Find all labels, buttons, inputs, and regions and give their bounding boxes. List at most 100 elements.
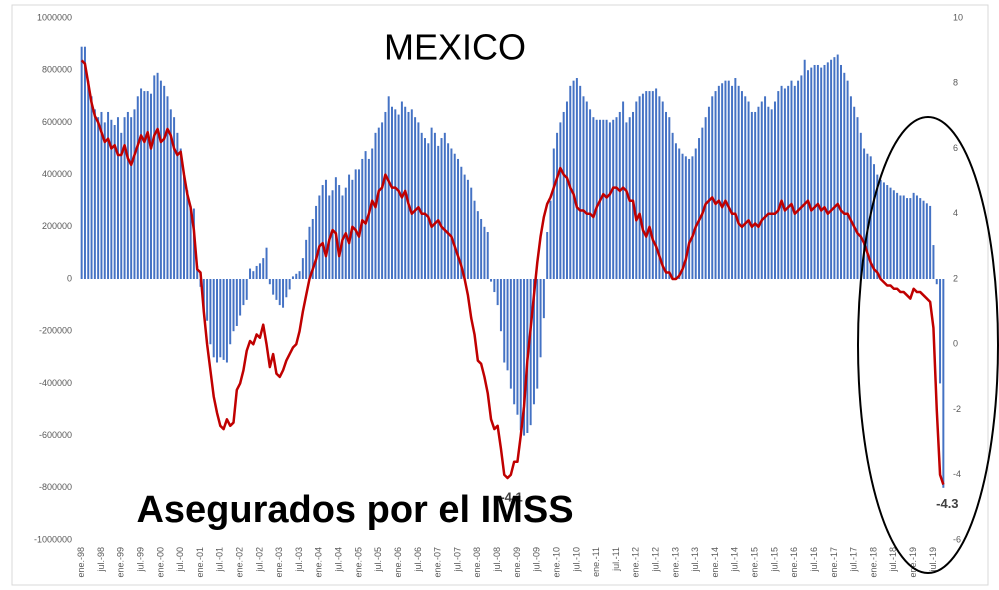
- x-tick-label: ene.-09: [512, 547, 522, 578]
- x-tick-label: jul.-11: [611, 547, 621, 572]
- bar: [384, 111, 387, 280]
- bar: [714, 91, 717, 279]
- bar: [684, 156, 687, 279]
- bar: [556, 132, 559, 279]
- bar: [235, 279, 238, 326]
- bar: [116, 117, 119, 280]
- bar: [882, 182, 885, 279]
- x-tick-label: ene.-01: [195, 547, 205, 578]
- bar: [239, 279, 242, 316]
- x-tick-label: ene.-04: [314, 547, 324, 578]
- bar: [701, 127, 704, 280]
- x-tick-label: jul.-06: [413, 547, 423, 573]
- x-tick-label: ene.-16: [789, 547, 799, 578]
- bar: [229, 279, 232, 345]
- bar: [579, 85, 582, 279]
- bar: [136, 96, 139, 279]
- bar: [437, 145, 440, 279]
- bar: [159, 80, 162, 279]
- x-tick-label: jul.-04: [334, 547, 344, 573]
- bar: [457, 158, 460, 279]
- bar: [856, 117, 859, 280]
- bar: [480, 218, 483, 279]
- bar: [777, 91, 780, 279]
- bar: [143, 91, 146, 279]
- bar: [836, 54, 839, 279]
- bar: [153, 75, 156, 279]
- bar: [166, 96, 169, 279]
- bar: [655, 88, 658, 279]
- bar: [394, 109, 397, 279]
- bar: [387, 96, 390, 279]
- bar: [582, 96, 585, 279]
- bar: [902, 195, 905, 279]
- bar: [585, 101, 588, 280]
- bar: [929, 205, 932, 279]
- y-tick-label: 600000: [42, 117, 72, 127]
- bar: [651, 91, 654, 279]
- bar: [90, 96, 93, 279]
- bar: [889, 187, 892, 279]
- bar: [176, 132, 179, 279]
- bar: [876, 174, 879, 279]
- bar: [886, 185, 889, 279]
- bar: [196, 265, 199, 279]
- y-tick-label: -200000: [39, 326, 72, 336]
- y2-tick-label: -2: [953, 404, 961, 414]
- bar: [298, 271, 301, 279]
- x-tick-label: jul.-17: [849, 547, 859, 573]
- bar: [919, 198, 922, 279]
- bar: [612, 119, 615, 279]
- bar: [615, 117, 618, 280]
- bar: [608, 122, 611, 280]
- y2-tick-label: 8: [953, 78, 958, 88]
- bar: [291, 276, 294, 279]
- bar: [797, 80, 800, 279]
- bar: [641, 93, 644, 279]
- bar: [354, 169, 357, 279]
- bar: [414, 117, 417, 280]
- bar: [942, 279, 945, 488]
- bar: [740, 91, 743, 279]
- bar: [559, 122, 562, 280]
- bar: [430, 127, 433, 280]
- bar: [727, 80, 730, 279]
- bar: [519, 279, 522, 431]
- bar: [262, 258, 265, 279]
- x-tick-label: ene.-98: [76, 547, 86, 578]
- bar: [371, 148, 374, 279]
- bar: [648, 91, 651, 279]
- bar: [565, 101, 568, 280]
- bar: [496, 279, 499, 306]
- x-tick-label: jul.-18: [888, 547, 898, 573]
- bar: [149, 93, 152, 279]
- bar: [658, 96, 661, 279]
- bar: [546, 232, 549, 279]
- bar: [572, 80, 575, 279]
- bar: [450, 148, 453, 279]
- bar: [925, 203, 928, 279]
- bar: [130, 117, 133, 280]
- bar: [278, 279, 281, 306]
- bar: [321, 185, 324, 279]
- bar: [618, 111, 621, 280]
- x-tick-label: ene.-00: [155, 547, 165, 578]
- bar: [80, 46, 83, 280]
- bar: [589, 109, 592, 279]
- x-tick-label: jul.-05: [373, 547, 383, 573]
- x-tick-label: ene.-18: [868, 547, 878, 578]
- bar: [331, 190, 334, 279]
- bar: [711, 96, 714, 279]
- bar: [381, 122, 384, 280]
- bar: [757, 106, 760, 280]
- y-tick-label: 0: [67, 273, 72, 283]
- bar: [549, 200, 552, 279]
- value-label: -4.1: [500, 489, 522, 504]
- bar: [377, 127, 380, 280]
- bar: [308, 226, 311, 279]
- x-tick-label: ene.-06: [393, 547, 403, 578]
- bar: [427, 143, 430, 279]
- bar: [707, 106, 710, 280]
- bar: [853, 106, 856, 280]
